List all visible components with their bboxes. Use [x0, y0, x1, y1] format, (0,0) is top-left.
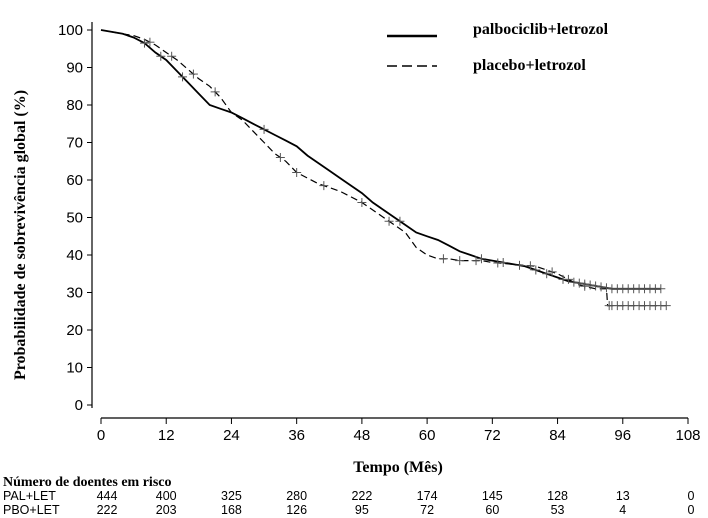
chart-axes: [87, 22, 689, 424]
x-tick-label: 12: [158, 427, 175, 444]
risk-value: 203: [156, 503, 177, 517]
y-tick-label: 100: [58, 22, 83, 39]
x-tick-label: 72: [484, 427, 501, 444]
risk-value: 174: [417, 489, 438, 503]
risk-row-label: PBO+LET: [3, 503, 60, 517]
censor-marks: [139, 37, 671, 311]
risk-value: 280: [286, 489, 307, 503]
risk-table: PAL+LET 444 400 325 280 222 174 145 128 13 0 PBO+LE…: [3, 489, 695, 517]
risk-value: 53: [551, 503, 565, 517]
x-tick-label: 0: [97, 427, 105, 444]
tick-labels: 0 12 24 36 48 60 72 84 96 108 0 10 20 30 40 50 60 70 80 90 1…: [58, 22, 701, 444]
risk-value: 168: [221, 503, 242, 517]
y-tick-label: 60: [66, 172, 83, 189]
risk-value: 400: [156, 489, 177, 503]
curve-placebo: [100, 29, 667, 307]
risk-value: 95: [355, 503, 369, 517]
legend: palbociclib+letrozol placebo+letrozol: [387, 21, 609, 74]
y-tick-label: 80: [66, 97, 83, 114]
x-tick-label: 48: [354, 427, 371, 444]
y-tick-label: 90: [66, 60, 83, 77]
y-tick-label: 20: [66, 322, 83, 339]
risk-row-label: PAL+LET: [3, 489, 56, 503]
risk-value: 4: [619, 503, 626, 517]
y-tick-label: 40: [66, 247, 83, 264]
x-tick-label: 60: [419, 427, 436, 444]
risk-table-title: Número de doentes em risco: [3, 475, 172, 490]
y-tick-label: 70: [66, 135, 83, 152]
x-tick-label: 96: [614, 427, 631, 444]
x-tick-label: 36: [288, 427, 305, 444]
risk-value: 13: [616, 489, 630, 503]
x-tick-label: 24: [223, 427, 240, 444]
risk-value: 222: [97, 503, 118, 517]
risk-value: 444: [97, 489, 118, 503]
risk-value: 325: [221, 489, 242, 503]
risk-value: 72: [420, 503, 434, 517]
risk-value: 0: [688, 489, 695, 503]
curve-palbociclib: [100, 29, 661, 290]
survival-curves: [100, 29, 667, 307]
x-tick-label: 84: [549, 427, 566, 444]
y-tick-label: 50: [66, 210, 83, 227]
risk-value: 60: [485, 503, 499, 517]
y-tick-label: 30: [66, 285, 83, 302]
x-axis-title: Tempo (Mês): [353, 459, 443, 476]
legend-label-palbociclib: palbociclib+letrozol: [473, 21, 609, 38]
risk-value: 0: [688, 503, 695, 517]
risk-value: 222: [351, 489, 372, 503]
y-axis-title: Probabilidade de sobrevivência global (%…: [12, 90, 29, 380]
y-tick-label: 10: [66, 360, 83, 377]
y-tick-label: 0: [75, 397, 83, 414]
risk-value: 145: [482, 489, 503, 503]
risk-value: 128: [547, 489, 568, 503]
risk-value: 126: [286, 503, 307, 517]
legend-label-placebo: placebo+letrozol: [473, 57, 586, 74]
x-tick-label: 108: [675, 427, 700, 444]
